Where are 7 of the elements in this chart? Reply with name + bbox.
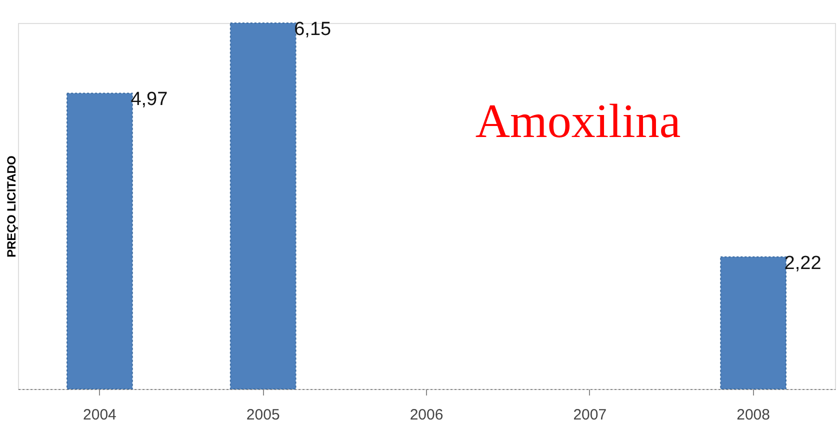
- y-axis-title: PREÇO LICITADO: [4, 156, 18, 258]
- x-tick-label: 2008: [736, 406, 770, 424]
- x-tick-label: 2005: [246, 406, 280, 424]
- x-tick-label: 2007: [573, 406, 607, 424]
- x-tick-label: 2004: [83, 406, 116, 424]
- annotation: Amoxilina: [475, 95, 681, 148]
- x-tick-label: 2006: [410, 406, 444, 424]
